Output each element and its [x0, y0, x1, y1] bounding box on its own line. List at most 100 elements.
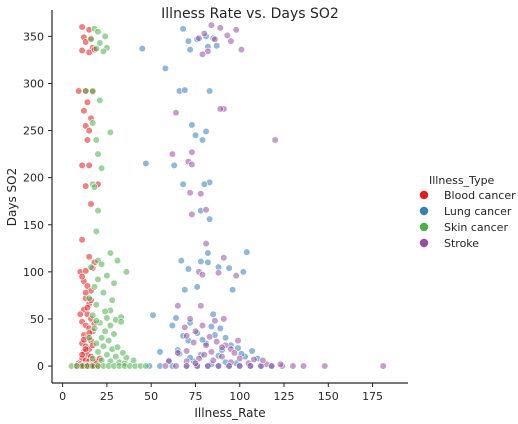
- legend-title: Illness_Type: [429, 174, 495, 187]
- data-point-stroke: [190, 338, 198, 347]
- data-point-skin-cancer: [94, 150, 102, 158]
- data-point-stroke: [232, 272, 240, 280]
- data-point-lung-cancer: [200, 180, 208, 188]
- y-tick-label: 200: [23, 172, 44, 185]
- data-point-stroke: [191, 359, 200, 367]
- data-point-skin-cancer: [103, 314, 111, 322]
- data-point-stroke: [202, 240, 210, 248]
- data-point-skin-cancer: [142, 362, 150, 370]
- data-point-lung-cancer: [193, 283, 201, 291]
- data-point-stroke: [186, 189, 194, 197]
- data-point-lung-cancer: [138, 44, 146, 53]
- data-point-skin-cancer: [92, 301, 100, 309]
- data-point-stroke: [188, 148, 196, 156]
- data-point-blood-cancer: [78, 351, 86, 359]
- data-point-blood-cancer: [78, 161, 86, 169]
- data-point-stroke: [236, 354, 244, 363]
- data-point-blood-cancer: [78, 273, 86, 281]
- data-point-blood-cancer: [78, 23, 86, 31]
- y-tick-label: 150: [23, 219, 44, 232]
- data-point-stroke: [234, 337, 242, 345]
- data-point-stroke: [214, 269, 223, 277]
- legend: Illness_Type Blood cancer Lung cancer Skin…: [419, 174, 516, 250]
- data-point-skin-cancer: [106, 128, 114, 136]
- data-point-lung-cancer: [225, 264, 233, 272]
- data-point-stroke: [220, 315, 228, 323]
- legend-label-lung-cancer: Lung cancer: [444, 205, 512, 218]
- data-point-stroke: [218, 353, 226, 361]
- data-point-lung-cancer: [181, 286, 189, 294]
- x-tick-label: 125: [274, 390, 295, 403]
- data-point-stroke: [197, 190, 205, 198]
- legend-label-stroke: Stroke: [444, 237, 479, 250]
- y-tick-label: 300: [23, 77, 44, 90]
- data-point-stroke: [216, 24, 224, 32]
- data-point-stroke: [321, 362, 329, 370]
- data-point-lung-cancer: [213, 42, 221, 50]
- data-point-skin-cancer: [87, 263, 95, 271]
- x-axis-title: Illness_Rate: [194, 406, 265, 420]
- data-point-skin-cancer: [92, 317, 100, 325]
- data-point-blood-cancer: [85, 161, 93, 169]
- data-point-skin-cancer: [99, 342, 107, 350]
- data-point-blood-cancer: [74, 87, 83, 95]
- data-point-skin-cancer: [99, 289, 107, 297]
- series-lung-cancer: [138, 25, 276, 370]
- data-point-skin-cancer: [85, 294, 93, 302]
- data-point-stroke: [195, 34, 203, 42]
- data-point-skin-cancer: [94, 275, 102, 284]
- data-point-lung-cancer: [204, 258, 212, 267]
- data-point-stroke: [188, 210, 196, 218]
- data-point-lung-cancer: [197, 257, 205, 266]
- data-point-stroke: [188, 160, 196, 169]
- data-point-skin-cancer: [105, 337, 113, 345]
- data-point-stroke: [168, 150, 176, 158]
- y-tick-label: 350: [23, 30, 44, 43]
- data-point-stroke: [379, 362, 387, 370]
- data-point-stroke: [197, 302, 205, 310]
- data-point-blood-cancer: [83, 136, 91, 144]
- series-skin-cancer: [67, 25, 150, 370]
- data-point-skin-cancer: [103, 351, 111, 359]
- y-tick-label: 100: [23, 266, 44, 279]
- data-point-stroke: [236, 362, 244, 370]
- data-point-stroke: [209, 356, 217, 365]
- data-point-lung-cancer: [239, 268, 247, 276]
- data-point-stroke: [183, 362, 191, 370]
- data-point-skin-cancer: [112, 353, 120, 361]
- data-point-lung-cancer: [179, 180, 187, 188]
- data-point-stroke: [200, 351, 208, 359]
- data-point-stroke: [174, 302, 182, 310]
- x-tick-label: 50: [144, 390, 158, 403]
- data-point-stroke: [216, 105, 224, 113]
- y-tick-label: 0: [37, 360, 44, 373]
- data-point-stroke: [268, 362, 276, 370]
- y-ticks: 0 50 100 150 200 250 300 350: [23, 30, 52, 373]
- data-point-stroke: [225, 362, 233, 370]
- data-point-stroke: [207, 21, 215, 29]
- data-point-lung-cancer: [204, 249, 212, 257]
- data-point-skin-cancer: [90, 324, 99, 333]
- data-point-skin-cancer: [97, 334, 106, 342]
- legend-marker-blood-cancer: [419, 190, 429, 200]
- data-point-stroke: [271, 136, 279, 144]
- data-point-skin-cancer: [108, 296, 116, 304]
- data-point-lung-cancer: [206, 215, 214, 223]
- data-point-stroke: [289, 362, 297, 370]
- data-point-lung-cancer: [216, 324, 224, 333]
- data-point-lung-cancer: [234, 344, 242, 352]
- data-point-skin-cancer: [96, 39, 104, 47]
- chart-title: Illness Rate vs. Days SO2: [161, 6, 339, 22]
- data-point-stroke: [174, 349, 182, 357]
- data-point-lung-cancer: [202, 127, 210, 136]
- plot-area: [67, 21, 387, 370]
- data-point-lung-cancer: [207, 322, 215, 331]
- data-point-stroke: [206, 333, 214, 341]
- data-point-blood-cancer: [83, 304, 91, 312]
- data-point-blood-cancer: [82, 182, 90, 190]
- data-point-stroke: [183, 332, 191, 340]
- data-point-skin-cancer: [122, 354, 130, 362]
- data-point-skin-cancer: [92, 44, 100, 53]
- data-point-skin-cancer: [97, 260, 106, 268]
- x-tick-label: 75: [188, 390, 202, 403]
